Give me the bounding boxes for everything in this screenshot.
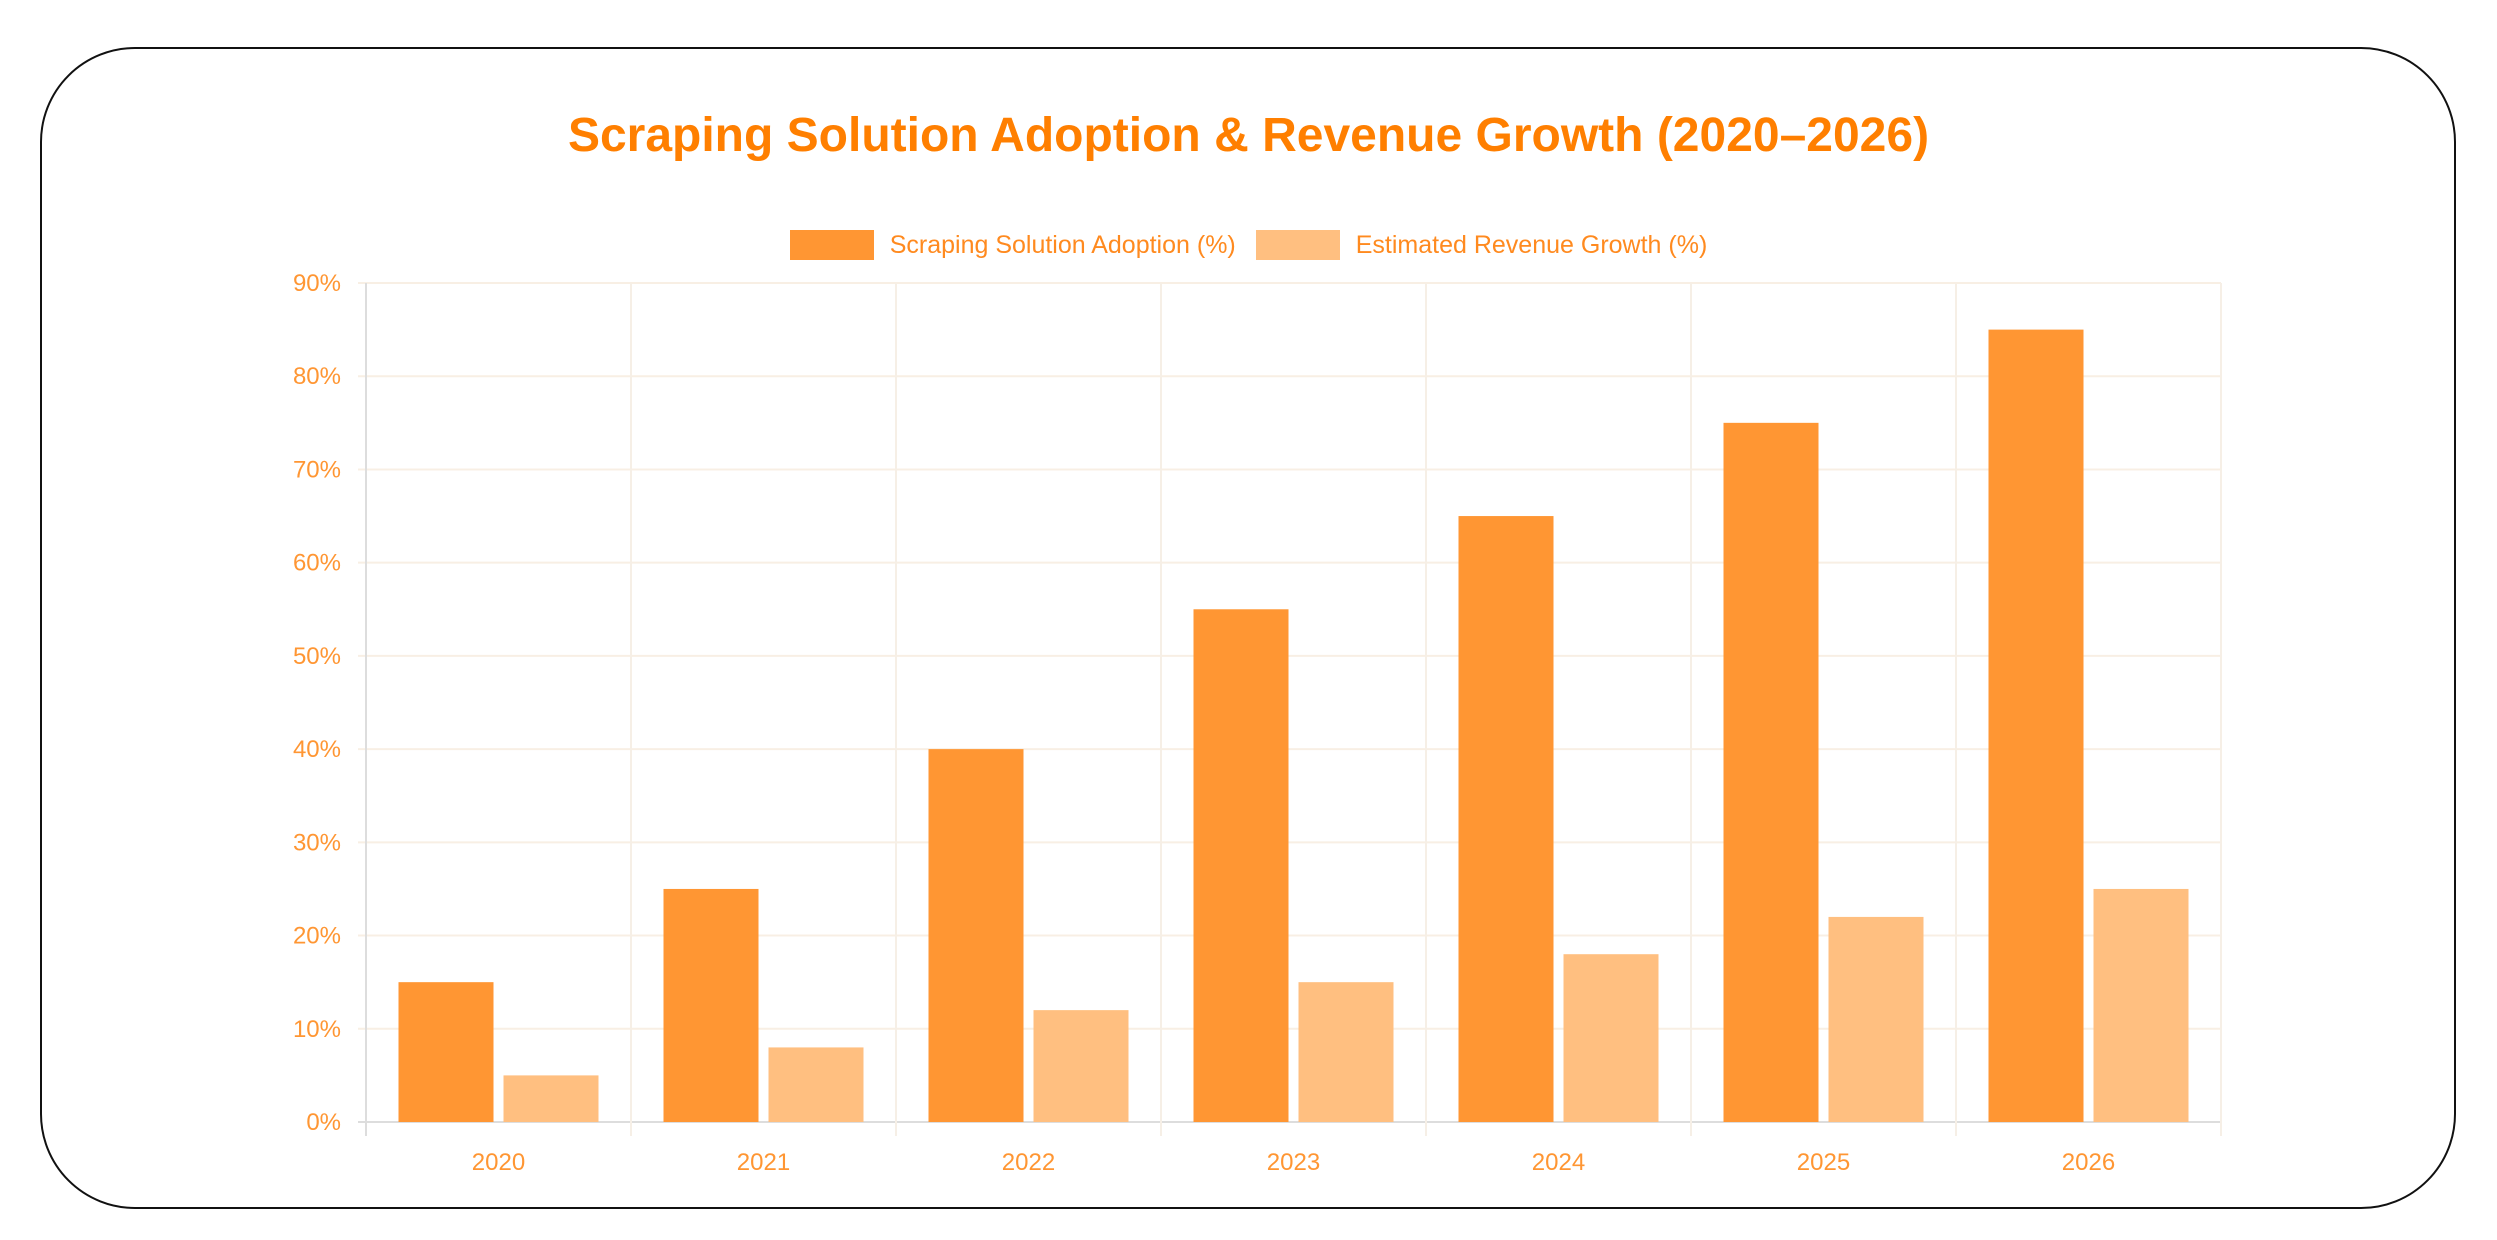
legend-swatch-adoption [789,230,874,260]
chart-title: Scraping Solution Adoption & Revenue Gro… [567,109,1930,162]
legend-label-revenue: Estimated Revenue Growth (%) [1355,230,1708,259]
bar-adoption-2022 [928,749,1024,1122]
x-tick-label: 2026 [2062,1149,2115,1176]
x-tick-label: 2024 [1532,1149,1585,1176]
bar-adoption-2025 [1723,422,1819,1122]
x-tick-label: 2021 [737,1149,790,1176]
x-tick-label: 2023 [1267,1149,1320,1176]
x-tick-label: 2020 [472,1149,525,1176]
bar-revenue-2024 [1563,954,1659,1122]
y-tick-label: 90% [293,270,341,297]
bar-revenue-2023 [1298,982,1394,1122]
y-tick-label: 30% [293,829,341,856]
bar-revenue-2025 [1828,916,1924,1122]
bar-adoption-2024 [1458,516,1554,1122]
y-tick-label: 0% [306,1109,341,1136]
y-tick-label: 10% [293,1016,341,1043]
bar-adoption-2026 [1988,329,2084,1123]
bar-revenue-2026 [2093,888,2189,1122]
y-tick-label: 80% [293,363,341,390]
x-tick-label: 2022 [1002,1149,1055,1176]
bar-revenue-2022 [1033,1010,1129,1122]
bar-revenue-2020 [503,1075,599,1122]
bar-revenue-2021 [768,1047,864,1122]
y-tick-label: 40% [293,736,341,763]
y-tick-label: 20% [293,923,341,950]
legend-swatch-revenue [1255,230,1340,260]
legend-item-adoption[interactable]: Scraping Solution Adoption (%) [789,230,1236,260]
legend: Scraping Solution Adoption (%) Estimated… [0,230,2497,260]
bar-adoption-2020 [398,982,494,1122]
y-tick-label: 70% [293,456,341,483]
legend-item-revenue[interactable]: Estimated Revenue Growth (%) [1255,230,1708,260]
bar-adoption-2021 [663,888,759,1122]
legend-label-adoption: Scraping Solution Adoption (%) [889,230,1236,259]
y-tick-label: 50% [293,643,341,670]
x-tick-label: 2025 [1797,1149,1850,1176]
y-tick-label: 60% [293,550,341,577]
bar-adoption-2023 [1193,609,1289,1122]
